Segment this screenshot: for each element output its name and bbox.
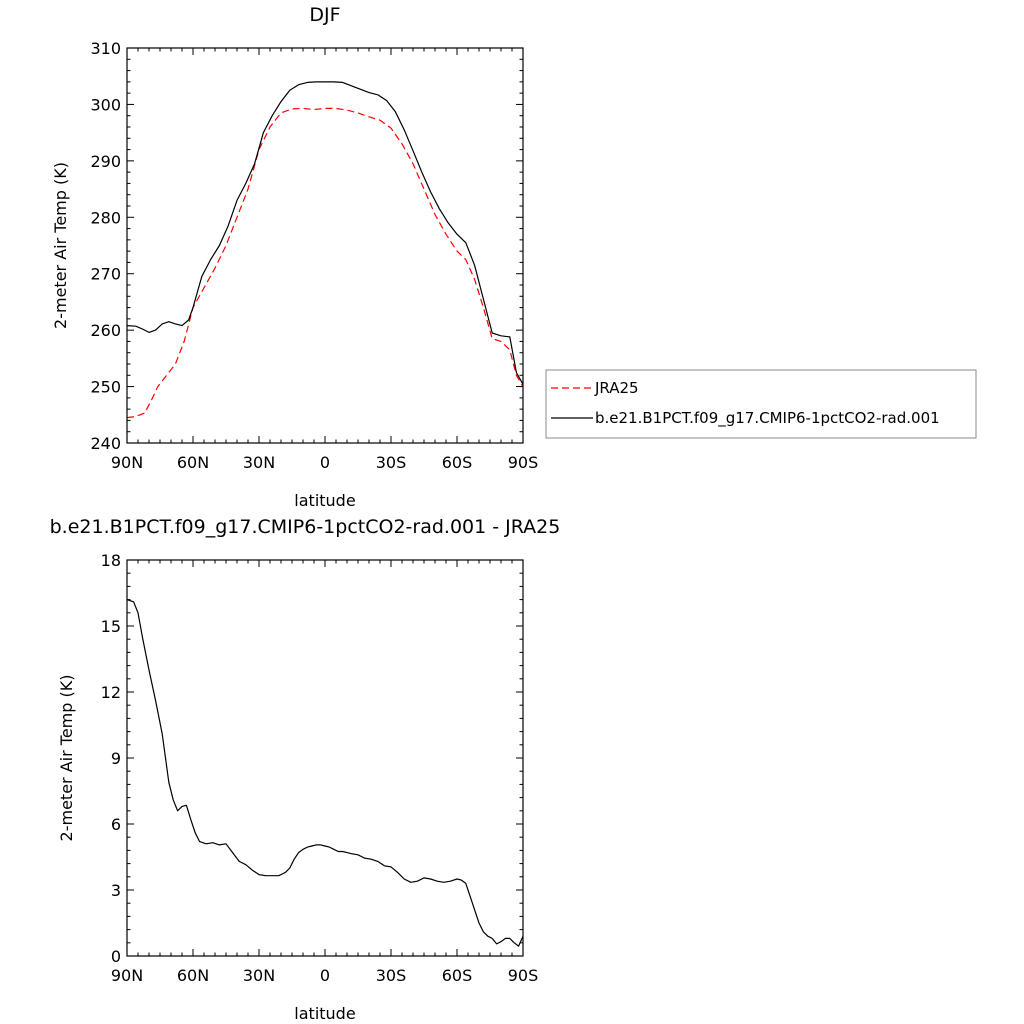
y-tick-label: 250: [90, 378, 121, 397]
y-tick-label: 6: [111, 815, 121, 834]
legend: JRA25 b.e21.B1PCT.f09_g17.CMIP6-1pctCO2-…: [545, 369, 977, 439]
x-tick-label: 30N: [243, 966, 275, 985]
plot-frame: [126, 559, 524, 957]
x-tick-label: 90N: [111, 966, 143, 985]
x-tick-label: 60N: [177, 966, 209, 985]
y-tick-label: 270: [90, 265, 121, 284]
x-tick-label: 30N: [243, 453, 275, 472]
x-tick-label: 90S: [508, 966, 539, 985]
x-tick-label: 90S: [508, 453, 539, 472]
plot-frame: [126, 47, 524, 444]
chart-title: b.e21.B1PCT.f09_g17.CMIP6-1pctCO2-rad.00…: [50, 516, 561, 538]
y-tick-label: 240: [90, 434, 121, 453]
x-tick-label: 30S: [376, 453, 407, 472]
y-tick-label: 290: [90, 152, 121, 171]
x-axis-label: latitude: [294, 1004, 355, 1023]
y-tick-label: 12: [101, 683, 121, 702]
chart-title: DJF: [309, 4, 340, 26]
series-group: [126, 599, 524, 947]
legend-box: [545, 369, 977, 439]
y-tick-label: 3: [111, 881, 121, 900]
legend-label-jra25: JRA25: [594, 379, 639, 397]
series-group: [126, 81, 524, 419]
y-tick-label: 9: [111, 749, 121, 768]
series-line-jra25: [126, 107, 524, 419]
y-tick-label: 300: [90, 95, 121, 114]
x-tick-label: 0: [320, 966, 330, 985]
chart-djf: DJF 90N 60N 30N 0 30S 60S 90S 240 250 260 270 280 29…: [51, 4, 977, 510]
y-tick-label: 310: [90, 39, 121, 58]
legend-label-model: b.e21.B1PCT.f09_g17.CMIP6-1pctCO2-rad.00…: [595, 409, 940, 428]
x-tick-label: 60S: [442, 453, 473, 472]
x-tick-label: 90N: [111, 453, 143, 472]
y-tick-label: 18: [101, 551, 121, 570]
series-line-b-e21-b1pct-f09-g17-cmip6-1pctco2-rad-001: [126, 81, 524, 385]
y-tick-label: 0: [111, 947, 121, 966]
x-tick-label: 0: [320, 453, 330, 472]
y-axis-label: 2-meter Air Temp (K): [51, 162, 70, 329]
x-tick-label: 60S: [442, 966, 473, 985]
x-tick-label: 30S: [376, 966, 407, 985]
y-tick-label: 280: [90, 208, 121, 227]
chart-difference: b.e21.B1PCT.f09_g17.CMIP6-1pctCO2-rad.00…: [50, 516, 561, 1023]
x-tick-label: 60N: [177, 453, 209, 472]
y-tick-label: 260: [90, 321, 121, 340]
series-line-b-e21-b1pct-f09-g17-cmip6-1pctco2-rad-001-jra25: [126, 599, 524, 947]
y-tick-label: 15: [101, 617, 121, 636]
y-axis-label: 2-meter Air Temp (K): [57, 675, 76, 842]
x-axis-label: latitude: [294, 491, 355, 510]
